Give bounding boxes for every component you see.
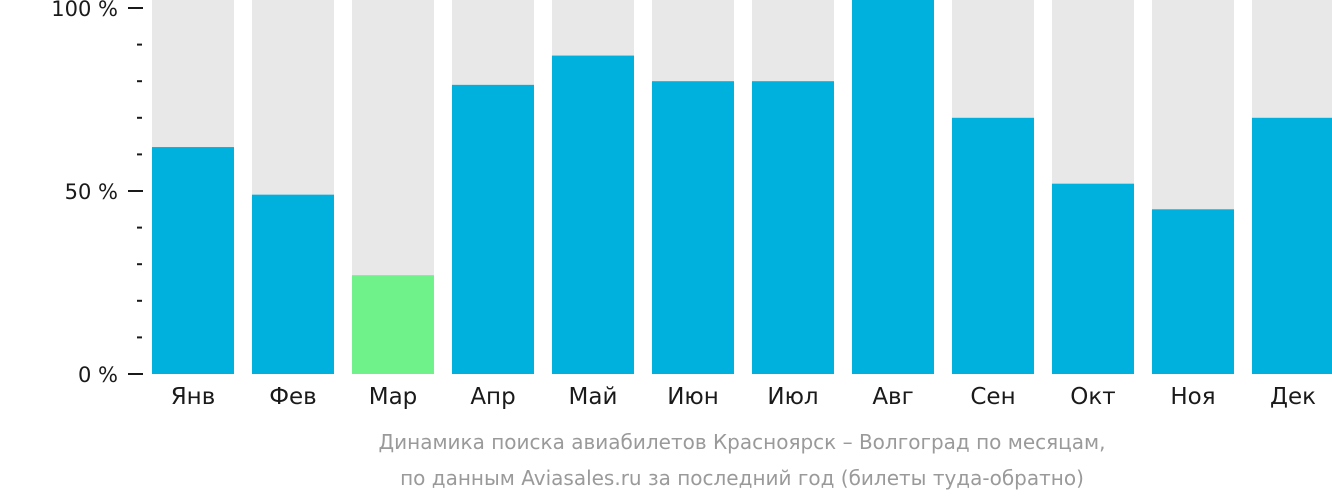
x-tick-label: Окт <box>1070 384 1115 410</box>
bar <box>952 117 1034 375</box>
x-tick-label: Авг <box>872 384 913 410</box>
bar <box>1052 183 1134 374</box>
x-tick-label: Ноя <box>1170 384 1215 410</box>
chart-title: Динамика поиска авиабилетов Красноярск –… <box>378 430 1106 454</box>
x-tick-label: Июл <box>767 384 818 410</box>
bar <box>552 55 634 375</box>
x-tick-label: Апр <box>470 384 515 410</box>
bar <box>1252 117 1332 375</box>
y-tick-label: 0 % <box>78 363 118 387</box>
bar <box>852 0 934 374</box>
x-tick-label: Сен <box>970 384 1015 410</box>
x-tick-label: Дек <box>1270 384 1316 410</box>
bar <box>452 84 534 375</box>
bar-chart: Янв Фев Мар Апр Май Июн Июл Авг Сен Окт Ноя Дек 0 % 5… <box>51 0 1332 410</box>
x-tick-label: Май <box>569 384 618 410</box>
x-tick-label: Июн <box>667 384 719 410</box>
bar <box>1152 209 1234 374</box>
bar <box>352 275 434 374</box>
chart-subtitle: по данным Aviasales.ru за последний год … <box>400 466 1084 490</box>
y-tick-label: 100 % <box>51 0 118 21</box>
x-tick-label: Мар <box>369 384 418 410</box>
bar <box>252 194 334 374</box>
bar <box>152 147 234 374</box>
bar <box>652 81 734 374</box>
x-tick-label: Янв <box>171 384 216 410</box>
bar <box>752 81 834 374</box>
x-tick-label: Фев <box>269 384 317 410</box>
y-tick-label: 50 % <box>65 180 118 204</box>
